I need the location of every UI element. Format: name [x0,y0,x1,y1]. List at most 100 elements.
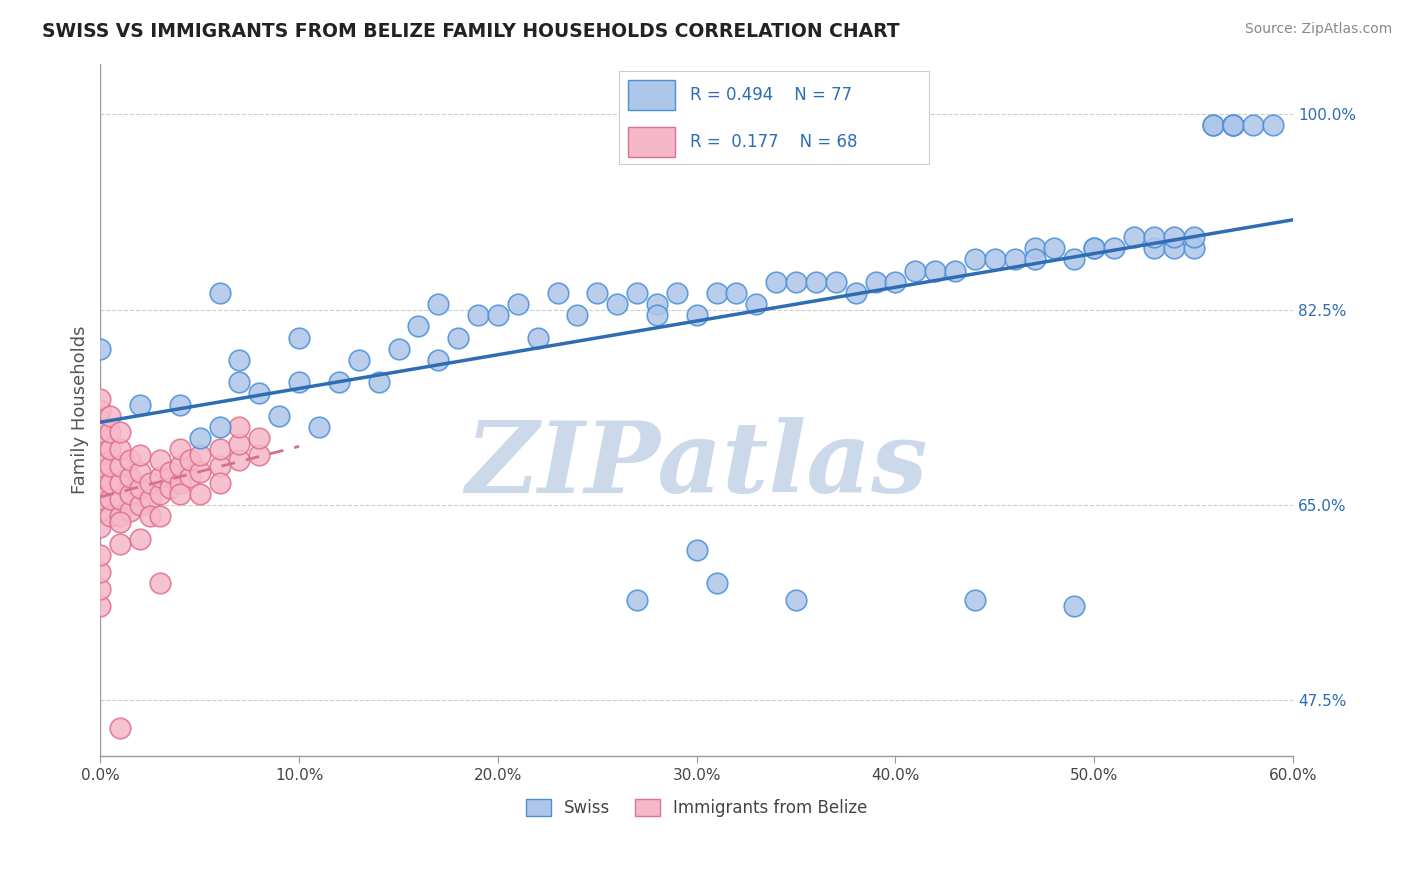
Point [1143,230,1166,244]
Point [1083,241,1105,255]
Point [765,275,787,289]
Point [89,520,111,534]
Point [169,487,191,501]
Point [547,285,569,300]
Point [149,509,172,524]
Point [725,285,748,300]
Point [606,297,628,311]
Point [506,297,529,311]
Point [129,398,152,412]
Point [904,263,927,277]
Point [139,509,162,524]
Point [685,308,707,322]
Point [98,509,121,524]
Point [89,470,111,484]
Point [110,458,132,473]
Point [1163,241,1185,255]
Point [785,275,807,289]
Point [89,549,111,563]
Point [89,448,111,462]
Point [943,263,966,277]
Point [110,537,132,551]
Point [89,582,111,596]
Point [188,431,211,445]
Text: SWISS VS IMMIGRANTS FROM BELIZE FAMILY HOUSEHOLDS CORRELATION CHART: SWISS VS IMMIGRANTS FROM BELIZE FAMILY H… [42,22,900,41]
Point [1222,119,1244,133]
Point [89,403,111,417]
Point [308,420,330,434]
Point [98,409,121,423]
Point [1143,241,1166,255]
Point [228,352,250,367]
Point [1163,230,1185,244]
Point [98,425,121,440]
Point [1182,241,1205,255]
Text: ZIPatlas: ZIPatlas [465,417,928,514]
Point [567,308,589,322]
Point [1222,119,1244,133]
Point [120,470,142,484]
Point [89,342,111,356]
Point [247,386,270,401]
Point [179,453,201,467]
Point [706,576,728,591]
Point [884,275,907,289]
Point [89,425,111,440]
Point [89,414,111,428]
Point [586,285,609,300]
Point [89,565,111,579]
Point [129,498,152,512]
Point [139,475,162,490]
Point [98,475,121,490]
Point [685,542,707,557]
Point [169,442,191,457]
Point [228,453,250,467]
Point [208,458,231,473]
Point [1202,119,1225,133]
Point [89,503,111,517]
Point [188,487,211,501]
Point [110,722,132,736]
Point [159,481,181,495]
Point [288,330,311,344]
Point [1102,241,1125,255]
Point [1043,241,1066,255]
Point [486,308,509,322]
Point [159,465,181,479]
Point [288,376,311,390]
Point [1202,119,1225,133]
Point [845,285,868,300]
Point [89,481,111,495]
Point [1063,252,1085,267]
Point [526,330,548,344]
Point [706,285,728,300]
Y-axis label: Family Households: Family Households [72,326,89,494]
Point [188,448,211,462]
Point [169,458,191,473]
Point [1222,119,1244,133]
Point [208,420,231,434]
Point [89,599,111,613]
Point [89,492,111,507]
Point [149,487,172,501]
Point [963,593,986,607]
Point [1123,230,1146,244]
Point [98,492,121,507]
Point [1024,241,1046,255]
Point [427,352,450,367]
Point [228,436,250,450]
Point [149,453,172,467]
Point [1083,241,1105,255]
Point [98,458,121,473]
Point [120,453,142,467]
Point [645,308,668,322]
Point [98,442,121,457]
Point [110,442,132,457]
Point [247,431,270,445]
Point [1024,252,1046,267]
Point [169,475,191,490]
Point [347,352,370,367]
Point [129,465,152,479]
Point [745,297,768,311]
Point [626,285,648,300]
